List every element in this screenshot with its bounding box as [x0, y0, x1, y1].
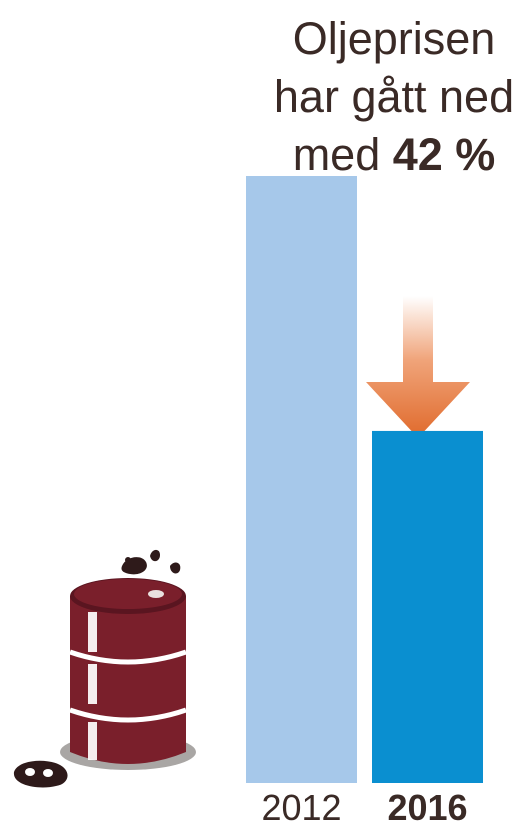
x-axis-ticks: 2012 2016: [261, 787, 467, 828]
title-line-1: Oljeprisen: [292, 13, 496, 64]
title-line-3-text: med: [292, 129, 393, 180]
oil-barrel-icon: [13, 549, 196, 788]
title-line-2: har gått ned: [273, 71, 515, 122]
x-tick-label-2012: 2012: [261, 787, 341, 828]
bar-2016: [372, 430, 483, 783]
bars-group: [246, 176, 483, 783]
down-arrow-icon: [366, 296, 470, 438]
title-line-3: med 42 %: [272, 126, 516, 184]
bar-2012: [246, 176, 357, 783]
x-tick-label-2016: 2016: [387, 787, 467, 828]
title-highlight: 42 %: [392, 129, 496, 180]
chart-title: Oljeprisen har gått ned med 42 %: [272, 10, 516, 184]
